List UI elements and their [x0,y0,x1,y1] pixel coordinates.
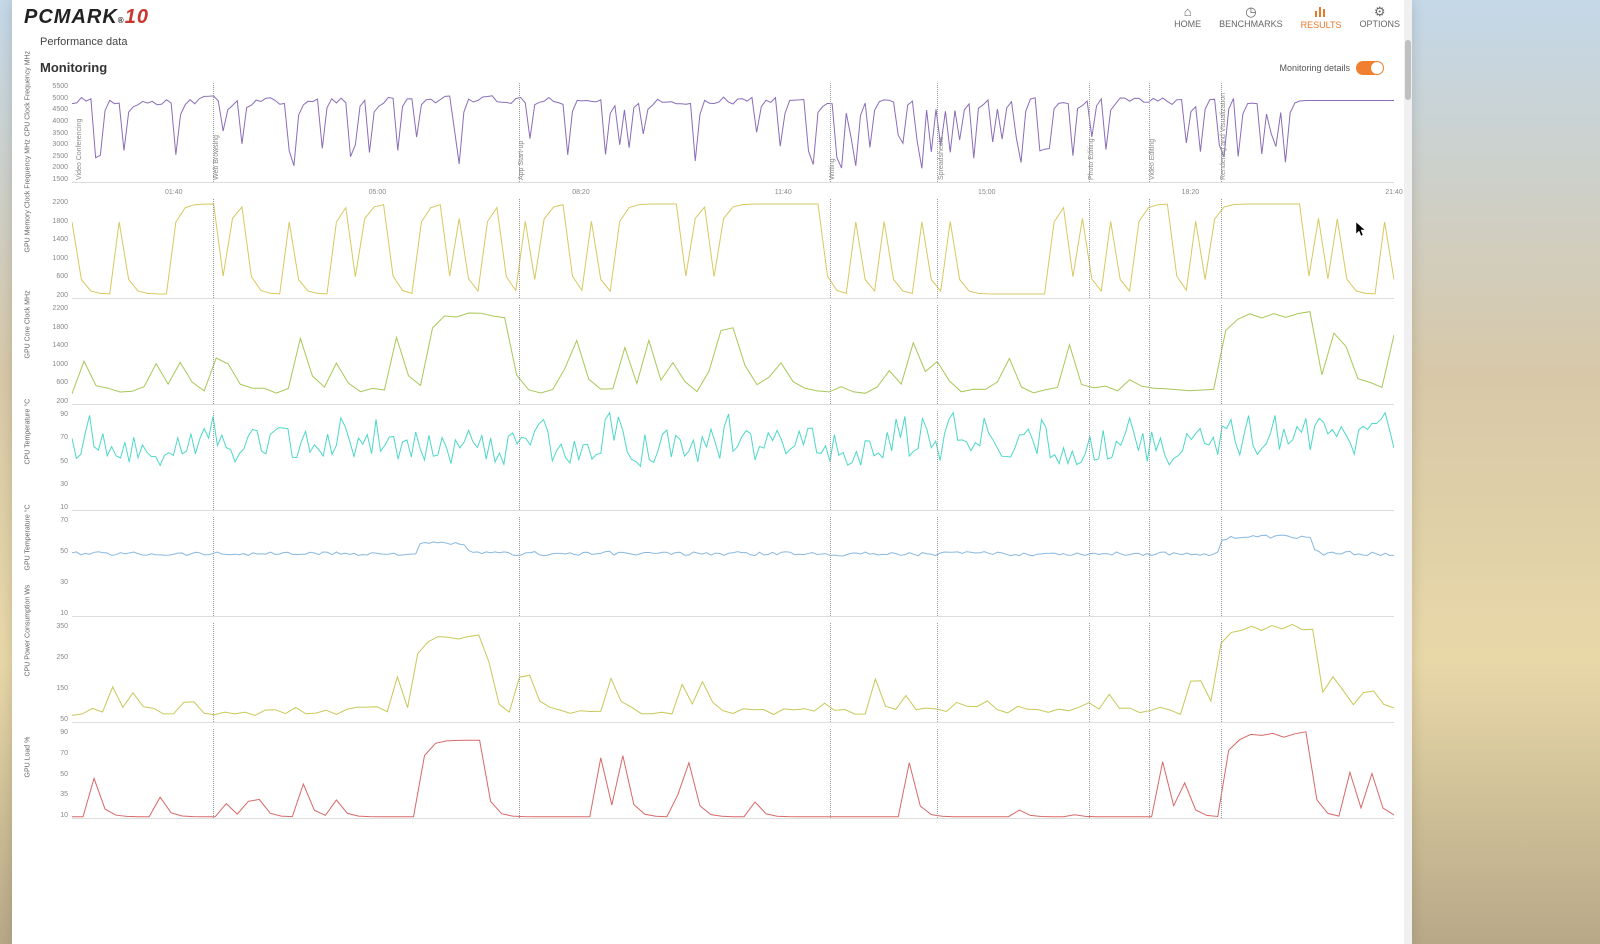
chart-canvas[interactable] [72,729,1394,819]
monitoring-details-toggle-wrap: Monitoring details [1279,61,1384,75]
options-icon: ⚙ [1374,5,1386,18]
chart-canvas[interactable] [72,199,1394,299]
nav-home[interactable]: ⌂HOME [1174,5,1201,30]
y-ticks: 550050004500400035003000250020001500 [40,83,68,183]
y-ticks: 2200180014001000600200 [40,199,68,299]
chart-cpu-temp: CPU Temperature °C9070503010 [30,411,1394,511]
nav-label: HOME [1174,19,1201,29]
nav: ⌂HOME ◷BENCHMARKS RESULTS ⚙OPTIONS [1174,5,1400,30]
chart-canvas[interactable] [72,623,1394,723]
chart-canvas[interactable] [72,517,1394,617]
charts-area: CPU Clock Frequency MHz55005000450040003… [12,79,1412,819]
logo-mark: MARK [54,6,118,29]
vertical-scrollbar[interactable] [1404,0,1412,944]
logo-pc: PC [24,6,54,29]
chart-canvas[interactable] [72,305,1394,405]
logo-ten: 10 [125,6,149,29]
section-title: Monitoring [40,60,107,75]
chart-cpu-clock: CPU Clock Frequency MHz55005000450040003… [30,83,1394,183]
y-ticks: 35025015050 [40,623,68,723]
header: PC MARK ® 10 ⌂HOME ◷BENCHMARKS RESULTS ⚙OPT… [12,0,1412,34]
chart-gpu-load: GPU Load %9070503510 [30,729,1394,819]
y-ticks: 2200180014001000600200 [40,305,68,405]
chart-canvas[interactable]: Video ConferencingWeb BrowsingApp Start-… [72,83,1394,183]
y-ticks: 9070503510 [40,729,68,819]
nav-options[interactable]: ⚙OPTIONS [1359,5,1400,30]
chart-canvas[interactable] [72,411,1394,511]
x-ticks: 01:4005:0008:2011:4015:0018:2021:40 [72,189,1394,199]
home-icon: ⌂ [1184,5,1192,18]
nav-label: OPTIONS [1359,19,1400,29]
results-icon [1314,5,1328,19]
y-ticks: 9070503010 [40,411,68,511]
nav-benchmarks[interactable]: ◷BENCHMARKS [1219,5,1283,30]
y-ticks: 70503010 [40,517,68,617]
logo-reg: ® [118,16,125,25]
chart-gpu-temp: GPU Temperature °C70503010 [30,517,1394,617]
nav-results[interactable]: RESULTS [1301,5,1342,30]
app-logo: PC MARK ® 10 [24,6,149,29]
chart-cpu-power: CPU Power Consumption Ws35025015050 [30,623,1394,723]
nav-label: BENCHMARKS [1219,19,1283,29]
section-title-row: Monitoring Monitoring details [12,50,1412,79]
chart-gpu-mem-clock: GPU Memory Clock Frequency MHz2200180014… [30,199,1394,299]
subheader: Performance data [12,34,1412,50]
app-window: PC MARK ® 10 ⌂HOME ◷BENCHMARKS RESULTS ⚙OPT… [12,0,1412,944]
monitoring-details-toggle[interactable] [1356,61,1384,75]
nav-label: RESULTS [1301,20,1342,30]
benchmarks-icon: ◷ [1245,5,1256,18]
chart-gpu-core-clock: GPU Core Clock MHz2200180014001000600200 [30,305,1394,405]
toggle-label: Monitoring details [1279,63,1350,73]
scroll-thumb[interactable] [1405,40,1411,100]
